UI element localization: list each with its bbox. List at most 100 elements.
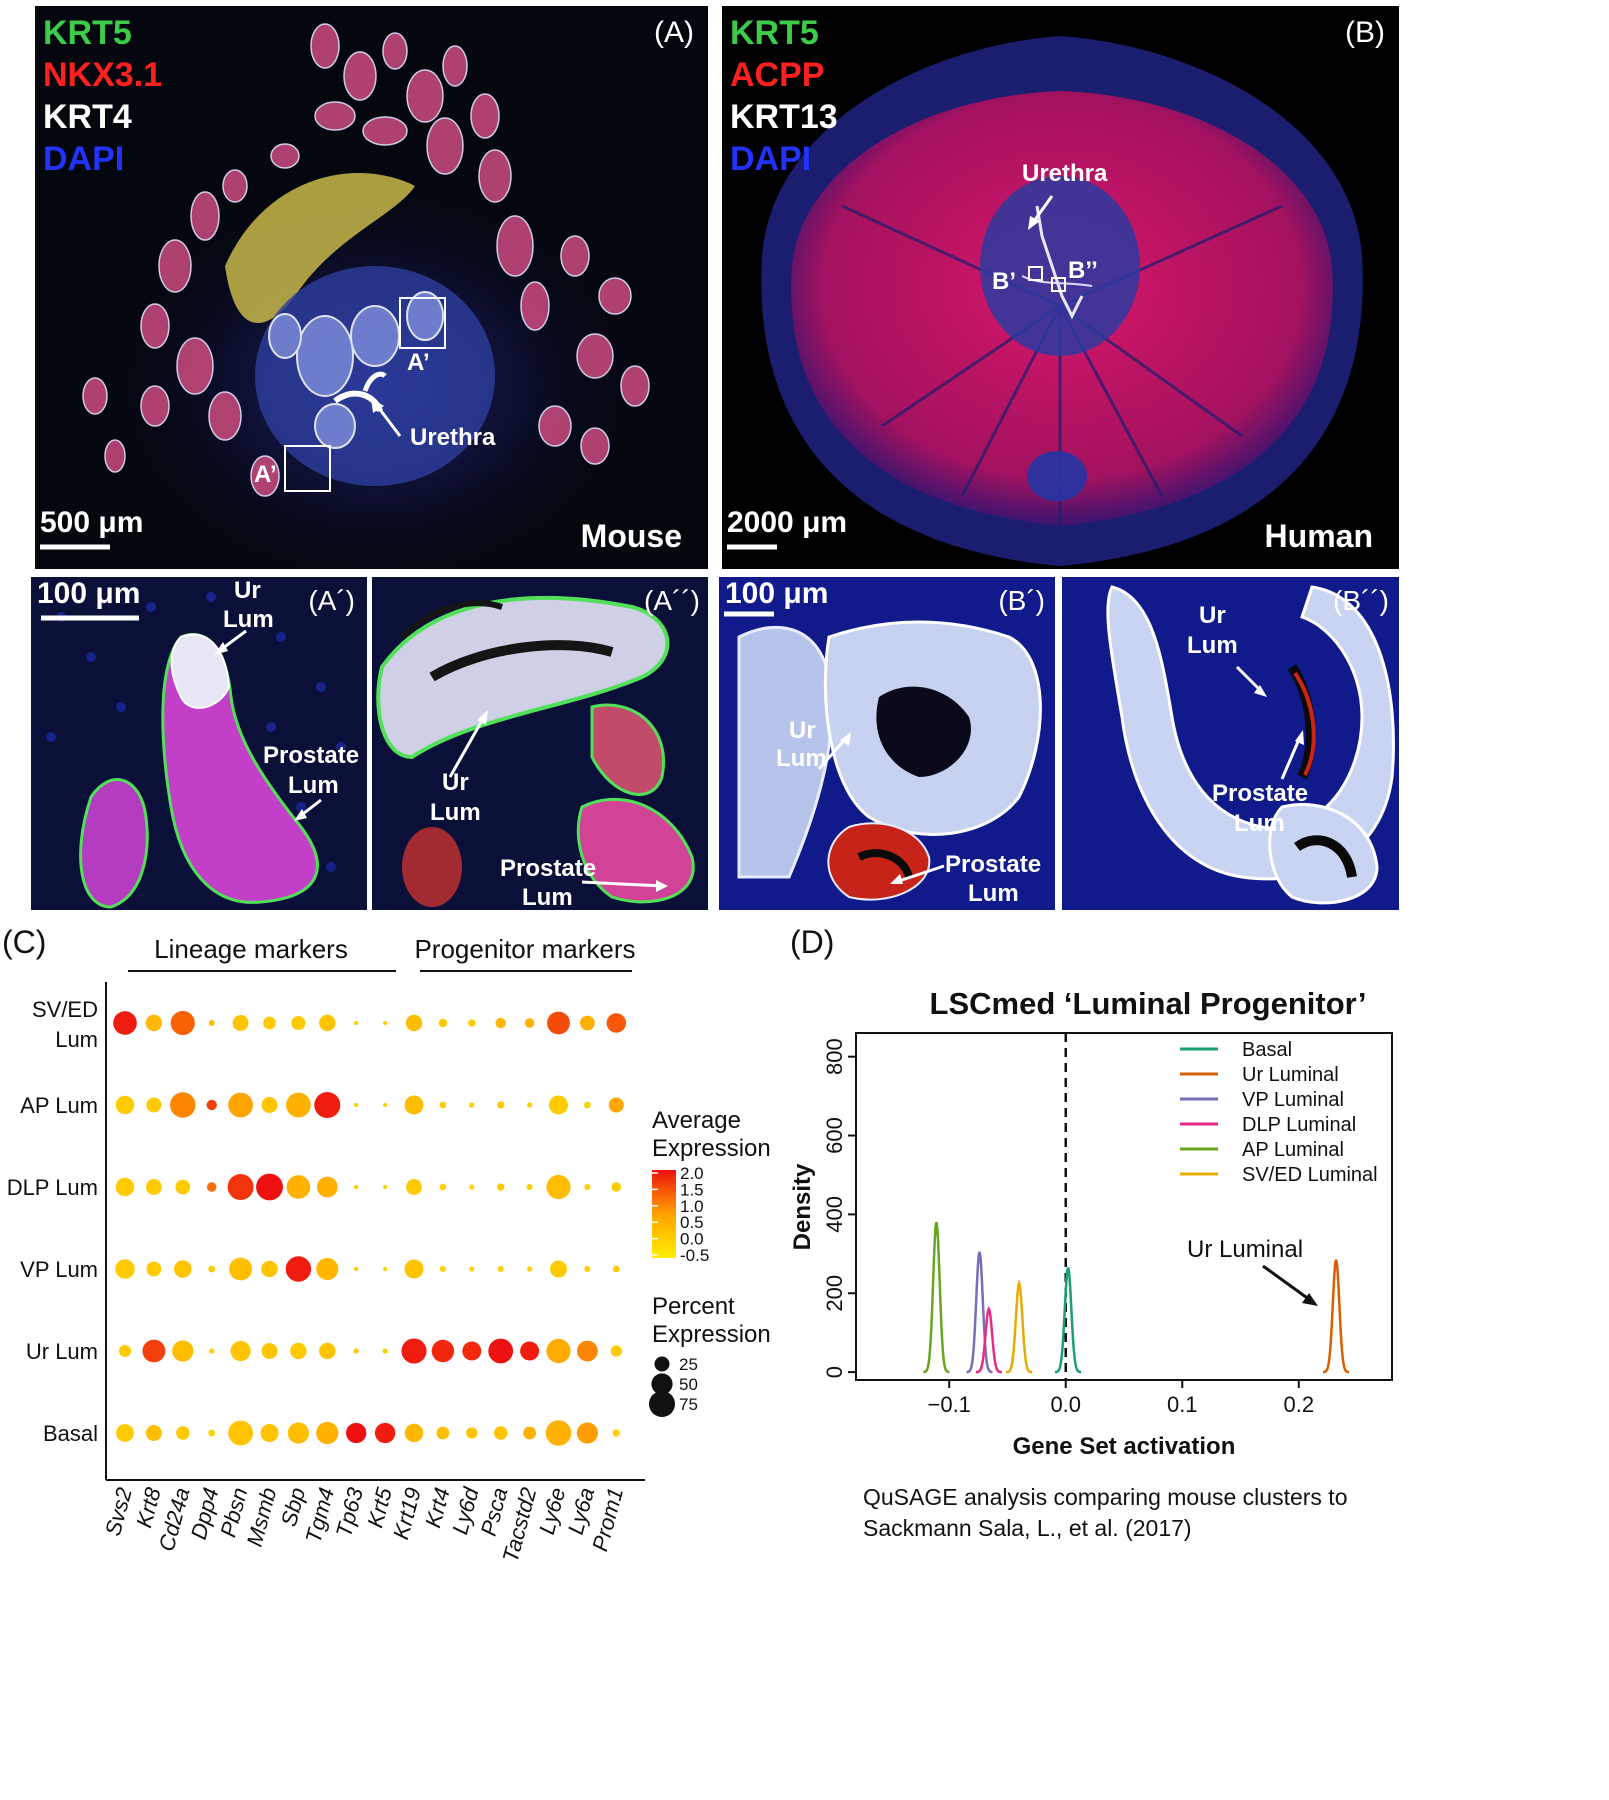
dot-ap-lum-tacstd2 — [527, 1102, 533, 1108]
dot-ap-lum-svs2 — [115, 1095, 135, 1115]
progenitor-markers-label: Progenitor markers — [414, 934, 635, 964]
dot-dlp-lum-prom1 — [611, 1182, 622, 1192]
dot-vp-lum-krt8 — [146, 1261, 162, 1277]
density-plot-frame — [855, 1032, 1393, 1381]
dot-ur-lum-sbp — [290, 1342, 307, 1360]
dot-basal-tacstd2 — [523, 1426, 536, 1440]
dot-ur-lum-prom1 — [610, 1345, 622, 1357]
dot-ur-lum-ly6d — [462, 1341, 482, 1361]
lineage-markers-label: Lineage markers — [154, 934, 348, 964]
panel-b1-tissue-image — [724, 611, 1042, 901]
dot-ap-lum-pbsn — [228, 1092, 253, 1118]
dot-sv-ed-lum-dpp4 — [208, 1020, 215, 1026]
y-tick-label: 600 — [822, 1117, 847, 1154]
panel-b-scale-label: 2000 μm — [727, 506, 848, 539]
dot-ur-lum-krt19 — [401, 1338, 427, 1364]
panel-b-urethra-label: Urethra — [1022, 160, 1108, 187]
dot-sv-ed-lum-cd24a — [170, 1010, 195, 1036]
dot-vp-lum-sbp — [285, 1256, 312, 1282]
dot-sv-ed-lum-ly6d — [468, 1019, 476, 1027]
human-tissue-image — [727, 36, 1363, 566]
dot-vp-lum-tp63 — [354, 1266, 359, 1272]
panel-b2-ur-lum-label: Lum — [1187, 632, 1238, 659]
row-label: DLP Lum — [7, 1175, 98, 1200]
panel-a2-ur-label: Ur — [442, 769, 469, 796]
curve-vp-luminal — [966, 1251, 993, 1374]
dot-dlp-lum-ly6e — [546, 1174, 571, 1200]
dot-ur-lum-tacstd2 — [520, 1341, 540, 1361]
dot-ap-lum-krt5 — [382, 1102, 388, 1108]
color-legend-tick-label: 0.5 — [680, 1213, 704, 1232]
size-legend-dot — [651, 1373, 673, 1395]
panel-b-micrograph: KRT5 ACPP KRT13 DAPI (B) Urethra B’ B’’ … — [722, 6, 1399, 569]
dot-sv-ed-lum-krt5 — [382, 1020, 388, 1026]
panel-b2-prostate-lum-label: Lum — [1234, 810, 1285, 837]
panel-a-urethra-label: Urethra — [410, 424, 496, 451]
size-legend-dot — [654, 1356, 670, 1372]
dot-dlp-lum-tacstd2 — [526, 1184, 533, 1190]
panel-a1-scale-label: 100 μm — [37, 577, 141, 610]
dot-ur-lum-tp63 — [353, 1348, 359, 1354]
dot-sv-ed-lum-ly6a — [580, 1015, 595, 1031]
dot-dlp-lum-sbp — [286, 1175, 311, 1199]
panel-a2-micrograph: (A´´) Ur Lum Prostate Lum — [372, 577, 708, 910]
dot-basal-dpp4 — [208, 1429, 216, 1437]
panel-b1-prostate-label: Prostate — [945, 851, 1042, 878]
dot-basal-cd24a — [176, 1426, 190, 1440]
color-legend-bar — [652, 1170, 676, 1258]
panel-a-label: (A) — [654, 16, 694, 49]
dot-ur-lum-krt8 — [142, 1339, 166, 1363]
panel-b-box2-label: B’’ — [1068, 257, 1098, 284]
dot-ur-lum-psca — [488, 1338, 514, 1364]
dot-ur-lum-krt4 — [431, 1339, 455, 1363]
dot-dlp-lum-krt4 — [439, 1183, 447, 1191]
x-tick-label: 0.1 — [1167, 1392, 1198, 1417]
x-tick-label: 0.2 — [1283, 1392, 1314, 1417]
panel-a-micrograph: KRT5 NKX3.1 KRT4 DAPI (A) Urethra A’ A’ … — [35, 6, 708, 569]
dot-ur-lum-krt5 — [382, 1348, 388, 1354]
dot-vp-lum-krt5 — [382, 1266, 388, 1272]
dot-ap-lum-sbp — [286, 1092, 311, 1118]
panel-b1-micrograph: (B´) 100 μm Ur Lum Prostate Lum — [719, 577, 1055, 910]
color-legend-tick-label: 1.5 — [680, 1180, 704, 1199]
legend-label: VP Luminal — [1242, 1089, 1344, 1111]
y-tick-label: 200 — [822, 1275, 847, 1312]
density-plot: LSCmed ‘Luminal Progenitor’ 0 200 400 600 80… — [790, 986, 1393, 1541]
density-title: LSCmed ‘Luminal Progenitor’ — [930, 986, 1367, 1021]
panel-a1-prostate-label: Prostate — [263, 742, 360, 769]
panel-a2-label: (A´´) — [644, 585, 700, 616]
panel-a-marker-krt5: KRT5 — [43, 14, 132, 52]
panel-a1-prostate-lum-label: Lum — [288, 772, 339, 799]
panel-b1-ur-label: Ur — [789, 717, 816, 744]
dot-basal-sbp — [287, 1422, 310, 1444]
dot-ap-lum-cd24a — [170, 1092, 196, 1118]
ur-luminal-annotation: Ur Luminal — [1187, 1236, 1303, 1263]
caption-line-1: QuSAGE analysis comparing mouse clusters… — [863, 1484, 1347, 1510]
dot-ap-lum-krt4 — [439, 1101, 447, 1109]
curve-sv-ed-luminal — [1006, 1279, 1033, 1374]
panel-a-box1-label: A’ — [407, 349, 430, 376]
size-legend-dot — [649, 1391, 675, 1417]
dot-sv-ed-lum-krt19 — [405, 1014, 423, 1032]
density-y-label: Density — [790, 1163, 816, 1250]
panel-a-marker-krt4: KRT4 — [43, 98, 132, 136]
panel-b-box1-label: B’ — [992, 268, 1016, 295]
dot-dlp-lum-krt5 — [382, 1184, 388, 1190]
size-legend-label: 75 — [679, 1395, 698, 1414]
dot-vp-lum-tacstd2 — [527, 1266, 533, 1272]
dot-dlp-lum-tp63 — [354, 1184, 359, 1190]
size-legend-title-1: Percent — [652, 1293, 735, 1320]
panel-b2-micrograph: (B´´) Ur Lum Prostate Lum — [1062, 577, 1399, 910]
dot-ap-lum-dpp4 — [206, 1099, 217, 1111]
dot-ur-lum-dpp4 — [209, 1348, 215, 1354]
dot-sv-ed-lum-tp63 — [354, 1020, 359, 1026]
dot-vp-lum-ly6e — [550, 1260, 567, 1278]
dot-basal-ly6a — [576, 1422, 599, 1444]
dot-dlp-lum-dpp4 — [206, 1182, 217, 1192]
panel-a2-prostate-lum-label: Lum — [522, 884, 573, 910]
caption-line-2: Sackmann Sala, L., et al. (2017) — [863, 1515, 1192, 1541]
dot-ur-lum-cd24a — [172, 1340, 194, 1362]
dot-dlp-lum-ly6a — [584, 1184, 591, 1190]
panel-b1-ur-lum-label: Lum — [776, 745, 827, 772]
y-tick-label: 400 — [822, 1196, 847, 1233]
